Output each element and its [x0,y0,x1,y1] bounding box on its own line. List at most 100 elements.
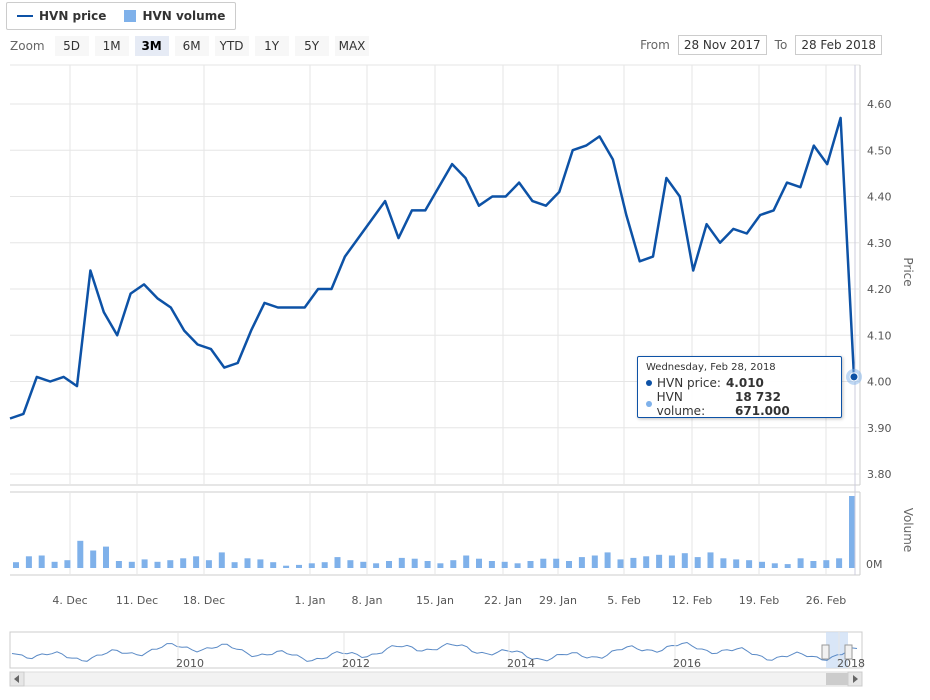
volume-bar [64,560,71,568]
volume-bar [167,560,174,568]
volume-bar [759,561,765,568]
navigator-handle-left[interactable] [821,644,830,660]
grid-lines [10,64,861,576]
volume-bar [668,555,675,568]
volume-bar [321,562,328,568]
volume-bar [296,564,302,568]
price-tick-label: 4.30 [867,237,892,250]
x-tick-label: 4. Dec [52,594,87,607]
navigator-year-label: 2014 [507,657,535,670]
volume-bar [707,552,714,568]
volume-bar [334,557,341,568]
volume-bar [244,558,251,568]
legend-item-price[interactable]: HVN price [17,9,106,23]
volume-bar [463,555,470,568]
price-dot-icon [646,380,652,386]
to-label: To [774,38,788,52]
navigator-year-label: 2010 [176,657,204,670]
x-tick-label: 15. Jan [416,594,454,607]
volume-bar [231,562,238,568]
volume-bar [617,559,624,568]
volume-bar [476,558,482,568]
volume-bar [810,561,817,568]
legend-item-volume[interactable]: HVN volume [124,9,225,23]
tooltip-volume-value: 18 732 671.000 [735,390,790,418]
volume-bar [205,560,212,568]
zoom-5y-button[interactable]: 5Y [294,36,329,56]
volume-bar [720,558,727,568]
volume-bar [398,557,405,568]
volume-bar [141,559,148,568]
x-tick-label: 5. Feb [607,594,640,607]
arrow-right-icon [853,675,858,683]
volume-bar [540,558,547,568]
tooltip-volume-label: HVN volume: [656,390,706,418]
zoom-ytd-button[interactable]: YTD [214,36,249,56]
from-label: From [640,38,670,52]
volume-bar [630,557,637,568]
scrollbar-track[interactable] [9,671,863,687]
volume-bar [283,565,290,568]
price-tick-label: 4.60 [867,98,892,111]
volume-bar [270,562,277,568]
x-tick-label: 11. Dec [116,594,158,607]
volume-bar [386,561,392,568]
volume-bar [128,561,135,568]
to-date-input[interactable]: 28 Feb 2018 [795,35,882,55]
x-tick-label: 19. Feb [739,594,779,607]
volume-bar [656,554,663,568]
volume-bar [90,550,97,568]
price-tick-label: 3.80 [867,468,892,481]
volume-bar [836,558,843,568]
zoom-3m-button[interactable]: 3M [134,36,169,56]
volume-bar [578,557,585,568]
volume-bar [553,558,560,568]
volume-bar [604,552,611,568]
volume-dot-icon [646,401,652,407]
navigator-series [11,641,858,662]
price-tick-label: 3.90 [867,422,892,435]
zoom-6m-button[interactable]: 6M [174,36,209,56]
navigator-selection[interactable] [826,632,848,668]
navigator-handle-right[interactable] [844,644,853,660]
navigator[interactable]: 2010 2012 2014 2016 2018 [9,631,865,687]
volume-bar [681,553,688,568]
legend: HVN price HVN volume [6,2,237,30]
volume-bar [733,559,740,568]
x-axis: 4. Dec 11. Dec 18. Dec 1. Jan 8. Jan 15. Jan 2… [52,594,846,607]
legend-price-label: HVN price [39,9,107,23]
zoom-1y-button[interactable]: 1Y [254,36,289,56]
zoom-5d-button[interactable]: 5D [54,36,89,56]
navigator-year-label: 2016 [673,657,701,670]
date-range: From 28 Nov 2017 To 28 Feb 2018 [640,35,882,55]
volume-bar [771,563,778,568]
volume-bar [51,561,58,568]
volume-bar [488,561,495,568]
price-tick-label: 4.00 [867,376,892,389]
x-tick-label: 8. Jan [352,594,383,607]
from-date-input[interactable]: 28 Nov 2017 [677,35,767,55]
volume-bar [180,558,187,568]
price-tick-label: 4.20 [867,283,892,296]
line-swatch-icon [17,15,33,17]
volume-bar [643,556,650,568]
volume-series [13,496,855,568]
volume-bar [38,555,45,568]
volume-bar [218,552,225,568]
volume-bar [103,546,109,568]
volume-tick-label: 0M [866,558,883,571]
zoom-1m-button[interactable]: 1M [94,36,129,56]
volume-bar [566,561,572,568]
volume-bar [514,563,521,568]
zoom-max-button[interactable]: MAX [334,36,370,56]
scrollbar-thumb[interactable] [826,673,848,685]
volume-bar [257,559,264,568]
volume-bar [411,558,418,568]
tooltip-price-value: 4.010 [725,376,764,390]
x-tick-label: 29. Jan [539,594,577,607]
volume-bar [308,563,315,568]
x-tick-label: 26. Feb [806,594,846,607]
price-series-line [9,116,856,420]
volume-bar [501,561,508,568]
